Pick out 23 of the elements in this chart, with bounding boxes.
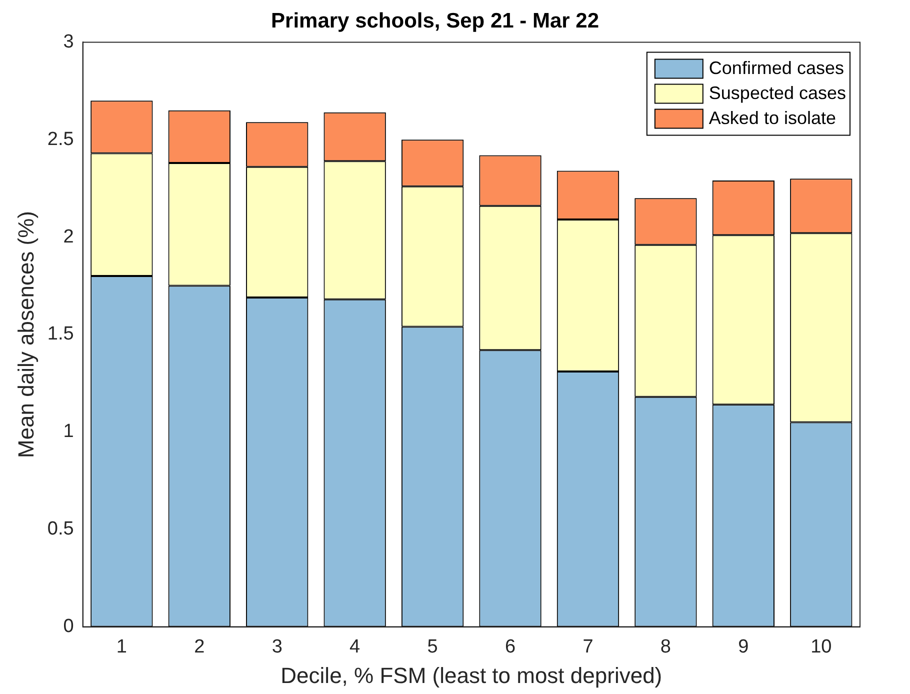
x-tick-label: 6 <box>504 636 516 658</box>
y-tick-label: 2.5 <box>47 128 74 150</box>
y-axis-title: Mean daily absences (%) <box>13 210 38 458</box>
x-tick-label: 10 <box>810 636 832 658</box>
y-tick-label: 0.5 <box>47 518 74 540</box>
y-tick-label: 1.5 <box>47 324 74 345</box>
x-tick-label: 1 <box>116 636 127 658</box>
x-tick-label: 5 <box>427 636 438 658</box>
x-axis-title: Decile, % FSM (least to most deprived) <box>280 662 662 688</box>
chart-title: Primary schools, Sep 21 - Mar 22 <box>271 9 599 32</box>
x-tick-label: 3 <box>272 636 282 658</box>
legend-label: Suspected cases <box>708 83 846 104</box>
y-tick-label: 3 <box>63 31 74 52</box>
y-tick-label: 0 <box>63 616 74 638</box>
legend-label: Asked to isolate <box>708 108 836 128</box>
x-tick-label: 7 <box>582 636 594 658</box>
x-tick-label: 9 <box>738 636 749 658</box>
y-tick-label: 1 <box>63 421 74 442</box>
x-tick-label: 2 <box>194 636 205 658</box>
legend-label: Confirmed cases <box>708 58 844 78</box>
y-tick-label: 2 <box>63 226 74 248</box>
x-tick-label: 8 <box>660 636 671 658</box>
x-tick-label: 4 <box>350 636 361 658</box>
